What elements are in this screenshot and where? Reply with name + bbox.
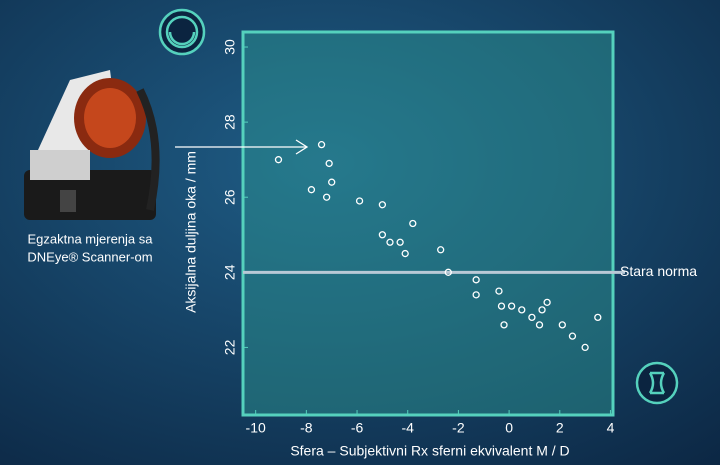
caption: DNEye® Scanner-om <box>27 249 152 264</box>
x-tick-label: -8 <box>300 420 313 436</box>
y-tick-label: 24 <box>222 264 238 280</box>
x-tick-label: 0 <box>505 420 513 436</box>
lens-icon <box>637 363 677 403</box>
reference-label: Stara norma <box>620 263 697 279</box>
caption: Egzaktna mjerenja sa <box>27 231 153 246</box>
x-tick-label: -4 <box>401 420 414 436</box>
x-tick-label: -2 <box>452 420 465 436</box>
y-tick-label: 22 <box>222 339 238 355</box>
y-tick-label: 30 <box>222 39 238 55</box>
plot-area <box>243 32 613 415</box>
x-tick-label: 4 <box>607 420 615 436</box>
x-tick-label: -10 <box>246 420 266 436</box>
y-tick-label: 28 <box>222 114 238 130</box>
chart: Egzaktna mjerenja sa DNEye® Scanner-om S… <box>0 0 720 465</box>
eye-icon <box>160 10 204 54</box>
y-tick-label: 26 <box>222 189 238 205</box>
y-axis-label: Aksijalna duljina oka / mm <box>183 151 199 313</box>
x-tick-label: -6 <box>351 420 364 436</box>
x-tick-label: 2 <box>556 420 564 436</box>
x-axis-label: Sfera – Subjektivni Rx sferni ekvivalent… <box>290 443 569 459</box>
